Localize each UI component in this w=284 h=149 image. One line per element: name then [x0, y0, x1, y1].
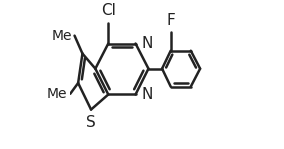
Text: N: N — [141, 36, 153, 51]
Text: F: F — [166, 13, 175, 28]
Text: N: N — [141, 87, 153, 102]
Text: S: S — [86, 115, 96, 130]
Text: Me: Me — [47, 87, 67, 101]
Text: Cl: Cl — [101, 3, 116, 18]
Text: Me: Me — [51, 29, 72, 43]
